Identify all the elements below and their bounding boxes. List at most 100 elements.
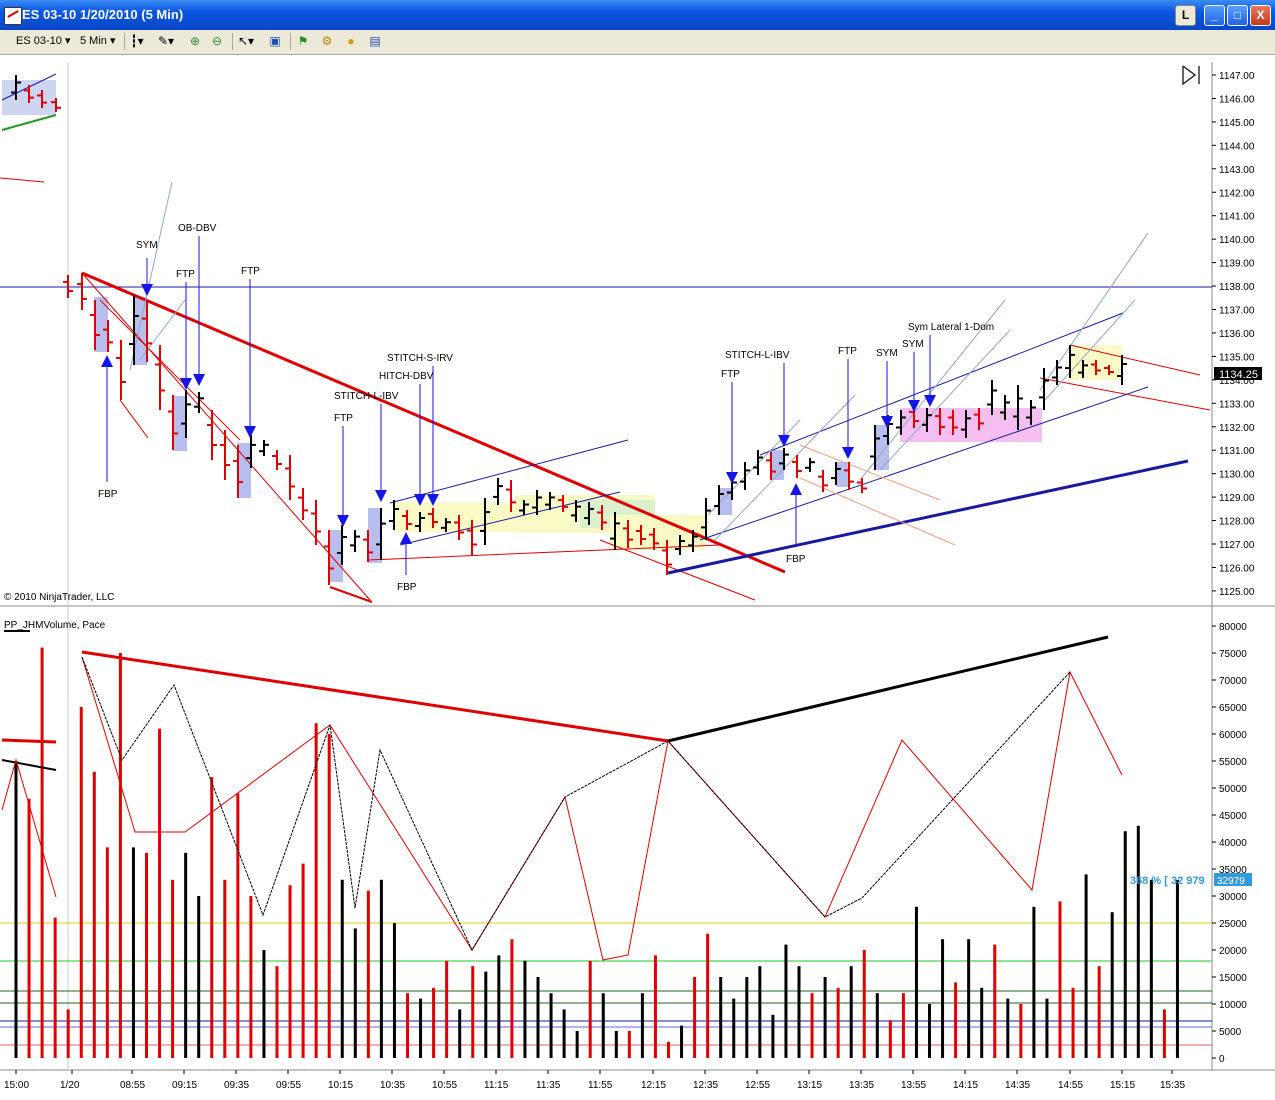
volume-tick-label: 55000	[1219, 757, 1247, 768]
volume-tick-label: 70000	[1219, 676, 1247, 687]
volume-bar	[732, 998, 736, 1058]
down-channel-line[interactable]	[367, 544, 721, 561]
volume-bar	[145, 852, 148, 1058]
close-button[interactable]: X	[1250, 5, 1271, 26]
maximize-button[interactable]: □	[1227, 5, 1248, 26]
window-titlebar: ES 03-10 1/20/2010 (5 Min) L _ □ X	[0, 0, 1275, 31]
volume-bar	[1019, 1004, 1023, 1058]
volume-bar	[1149, 879, 1153, 1058]
period-selector[interactable]: 5 Min ▾	[80, 34, 116, 47]
down-arrow-icon	[842, 447, 854, 459]
time-tick-label: 14:35	[1005, 1080, 1030, 1091]
volume-bar	[849, 966, 853, 1058]
fan-line[interactable]	[879, 329, 1011, 471]
price-tick-label: 1136.00	[1219, 329, 1255, 340]
price-tick-label: 1141.00	[1219, 212, 1255, 223]
scroll-to-end-icon[interactable]	[1180, 63, 1202, 86]
toolbar-separator	[124, 33, 125, 50]
zoom-in-icon[interactable]: ⊕	[189, 34, 201, 48]
volume-reference-lines	[0, 922, 1212, 1046]
major-up-trendline[interactable]	[667, 459, 1189, 575]
pace-value: 32979	[1217, 876, 1245, 887]
down-arrow-icon	[141, 284, 153, 296]
data-box-icon[interactable]: ▤	[369, 34, 381, 48]
draw-icon[interactable]: ✎▾	[158, 34, 175, 48]
strategy-icon[interactable]: ⚑	[297, 34, 309, 48]
down-channel-line[interactable]	[329, 586, 373, 603]
volume-tick-label: 10000	[1219, 1000, 1247, 1011]
price-bars	[11, 75, 1127, 585]
volume-bar	[314, 723, 318, 1058]
fan-line[interactable]	[799, 477, 956, 546]
volume-bar	[275, 966, 279, 1058]
volume-bar	[171, 879, 175, 1058]
down-channel-line[interactable]	[99, 299, 241, 441]
price-tick-label: 1138.00	[1219, 282, 1255, 293]
volume-zigzag-red	[81, 656, 1123, 961]
fan-line[interactable]	[1044, 299, 1136, 401]
down-arrow-icon	[881, 416, 893, 428]
price-axis: 1147.00 1146.00 1145.00 1144.00 1143.00 1142.…	[1212, 71, 1255, 598]
instrument-selector[interactable]: ES 03-10 ▾	[16, 34, 70, 47]
volume-tick-label: 0	[1219, 1054, 1225, 1065]
link-button[interactable]: L	[1175, 5, 1196, 26]
time-tick-label: 10:35	[380, 1080, 405, 1091]
toolbar-separator	[290, 33, 291, 50]
volume-tick-label: 35000	[1219, 865, 1247, 876]
volume-bar	[458, 1009, 462, 1058]
annotation-label: HITCH-DBV	[379, 371, 434, 382]
price-tick-label: 1126.00	[1219, 563, 1255, 574]
chart-canvas[interactable]: 1147.00 1146.00 1145.00 1144.00 1143.00 1142.…	[0, 55, 1275, 1100]
up-channel-line[interactable]	[399, 491, 621, 546]
down-channel-line[interactable]	[1069, 344, 1201, 376]
up-arrow-icon	[400, 532, 412, 544]
time-tick-label: 15:00	[4, 1080, 29, 1091]
minimize-button[interactable]: _	[1204, 5, 1225, 26]
chart-area[interactable]: 1147.00 1146.00 1145.00 1144.00 1143.00 1142.…	[0, 55, 1275, 1100]
bar-type-icon[interactable]: ┇▾	[130, 34, 144, 48]
volume-bar	[197, 896, 201, 1058]
volume-bar	[562, 1009, 566, 1058]
down-arrow-icon	[726, 472, 738, 484]
zone-box	[368, 508, 382, 563]
up-channel-line[interactable]	[389, 439, 629, 504]
volume-zigzag-black	[81, 656, 1071, 952]
volume-bar	[601, 993, 605, 1058]
ninjatrader-app-icon	[4, 7, 22, 25]
annotation-label: FBP	[397, 582, 417, 593]
volume-tick-label: 25000	[1219, 919, 1247, 930]
zoom-out-icon[interactable]: ⊖	[211, 34, 223, 48]
volume-bar	[1136, 825, 1140, 1058]
time-tick-label: 11:55	[588, 1080, 613, 1091]
up-channel-line[interactable]	[699, 386, 1149, 541]
volume-bar	[497, 955, 501, 1058]
volume-bar	[1058, 901, 1062, 1058]
volume-bar	[980, 987, 984, 1058]
volume-bar	[745, 977, 749, 1058]
alert-icon[interactable]: ●	[347, 34, 355, 48]
volume-bar	[1123, 831, 1127, 1058]
volume-bar	[823, 977, 827, 1058]
price-tick-label: 1137.00	[1219, 306, 1255, 317]
down-channel-line[interactable]	[1039, 377, 1211, 411]
properties-icon[interactable]: ▣	[269, 34, 281, 48]
down-channel-line[interactable]	[0, 177, 45, 183]
fan-line[interactable]	[799, 444, 941, 501]
volume-bar	[484, 971, 488, 1058]
volume-bar	[1110, 912, 1114, 1058]
down-channel-line[interactable]	[119, 399, 149, 439]
cursor-icon[interactable]: ↖▾	[238, 34, 255, 48]
time-tick-label: 10:15	[328, 1080, 353, 1091]
fan-line[interactable]	[129, 181, 173, 371]
indicator-icon[interactable]: ⚙	[321, 34, 333, 48]
fan-line[interactable]	[859, 299, 1006, 481]
volume-trendline	[667, 635, 1109, 743]
volume-trendline	[1, 759, 57, 771]
volume-bar	[588, 960, 592, 1058]
zone-box	[237, 443, 251, 498]
down-arrow-icon	[180, 378, 192, 390]
volume-bar	[445, 960, 449, 1058]
volume-tick-label: 45000	[1219, 811, 1247, 822]
up-channel-line[interactable]	[1, 114, 57, 131]
volume-zigzag-lines	[1, 635, 1123, 961]
